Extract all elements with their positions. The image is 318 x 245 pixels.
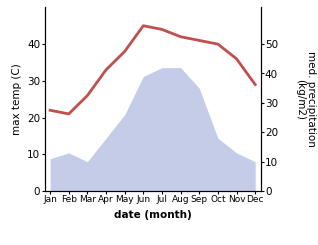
Y-axis label: med. precipitation
(kg/m2): med. precipitation (kg/m2) <box>295 51 316 147</box>
X-axis label: date (month): date (month) <box>114 210 191 220</box>
Y-axis label: max temp (C): max temp (C) <box>12 63 22 135</box>
